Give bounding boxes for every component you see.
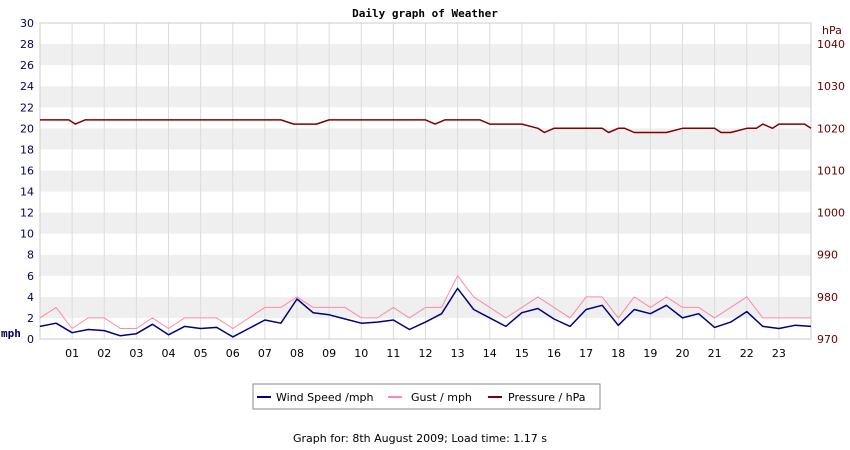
x-tick-label: 14: [483, 347, 497, 360]
right-tick-label: 1010: [817, 164, 845, 177]
x-tick-label: 02: [97, 347, 111, 360]
wind-speed-line: [39, 287, 812, 338]
left-tick-label: 18: [20, 143, 34, 156]
x-tick-label: 12: [419, 347, 433, 360]
x-tick-label: 20: [676, 347, 690, 360]
vertical-gridlines: [71, 23, 780, 339]
right-tick-label: 1040: [817, 38, 845, 51]
right-tick-label: 970: [817, 333, 838, 346]
x-tick-label: 09: [322, 347, 336, 360]
right-tick-label: 1000: [817, 207, 845, 220]
legend-box: [252, 383, 601, 410]
right-axis: 970 980 990 1000 1010 1020 1030 1040: [817, 38, 845, 346]
legend-pressure-label: Pressure / hPa: [508, 391, 586, 404]
x-tick-label: 03: [129, 347, 143, 360]
x-tick-label: 13: [451, 347, 465, 360]
x-tick-label: 04: [162, 347, 176, 360]
left-tick-label: 2: [27, 312, 34, 325]
series-layer: [39, 119, 812, 338]
right-tick-label: 980: [817, 291, 838, 304]
left-tick-label: 10: [20, 228, 34, 241]
left-tick-label: 30: [20, 17, 34, 30]
x-tick-label: 10: [354, 347, 368, 360]
x-tick-label: 07: [258, 347, 272, 360]
left-tick-label: 12: [20, 207, 34, 220]
plot-area: [39, 22, 812, 340]
left-tick-label: 16: [20, 164, 34, 177]
right-tick-label: 1020: [817, 122, 845, 135]
left-axis-unit: mph: [1, 327, 21, 340]
x-tick-label: 23: [772, 347, 786, 360]
left-tick-label: 22: [20, 101, 34, 114]
left-tick-label: 6: [27, 270, 34, 283]
graph-footer: Graph for: 8th August 2009; Load time: 1…: [293, 432, 547, 445]
legend-wind-label: Wind Speed /mph: [276, 391, 374, 404]
x-axis: 01 02 03 04 05 06 07 08 09 10 11 12 13 14 15 16 17 18 19 20…: [65, 347, 786, 360]
x-tick-label: 01: [65, 347, 79, 360]
x-tick-label: 16: [547, 347, 561, 360]
right-tick-label: 990: [817, 249, 838, 262]
x-tick-label: 19: [643, 347, 657, 360]
left-tick-label: 24: [20, 80, 34, 93]
x-tick-label: 21: [708, 347, 722, 360]
x-tick-label: 11: [386, 347, 400, 360]
left-tick-label: 28: [20, 38, 34, 51]
chart-title: Daily graph of Weather: [352, 7, 498, 20]
x-tick-label: 05: [194, 347, 208, 360]
x-tick-label: 22: [740, 347, 754, 360]
right-tick-label: 1030: [817, 80, 845, 93]
pressure-line: [40, 119, 812, 134]
legend: Wind Speed /mph Gust / mph Pressure / hP…: [252, 383, 601, 410]
left-tick-label: 0: [27, 333, 34, 346]
x-tick-label: 08: [290, 347, 304, 360]
left-tick-label: 14: [20, 186, 34, 199]
x-tick-label: 18: [611, 347, 625, 360]
left-tick-label: 8: [27, 249, 34, 262]
left-tick-label: 20: [20, 122, 34, 135]
x-tick-label: 06: [226, 347, 240, 360]
right-axis-unit: hPa: [822, 24, 842, 37]
x-tick-label: 17: [579, 347, 593, 360]
left-tick-label: 4: [27, 291, 34, 304]
left-tick-label: 26: [20, 59, 34, 72]
x-tick-label: 15: [515, 347, 529, 360]
gust-line: [39, 275, 811, 329]
legend-gust-label: Gust / mph: [411, 391, 472, 404]
